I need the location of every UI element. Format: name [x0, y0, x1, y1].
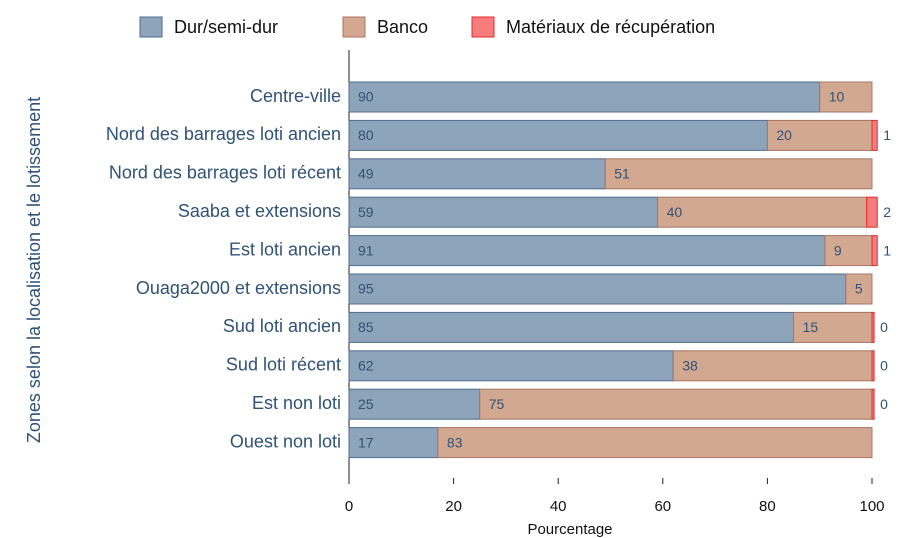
- bar-segment: [657, 196, 868, 228]
- x-axis-label: Pourcentage: [527, 521, 612, 538]
- value-label: 62: [358, 358, 374, 374]
- value-label: 59: [358, 204, 374, 220]
- y-tick-label: Nord des barrages loti récent: [109, 163, 341, 183]
- value-label: 95: [358, 281, 374, 297]
- value-label: 0: [880, 396, 888, 412]
- bar-segment: [604, 158, 873, 190]
- y-tick-label: Centre-ville: [250, 86, 341, 106]
- value-label: 91: [358, 242, 374, 258]
- y-axis-label: Zones selon la localisation et le lotiss…: [24, 97, 44, 443]
- bar-segment: [824, 235, 873, 267]
- value-label: 9: [834, 242, 842, 258]
- value-label: 20: [776, 127, 792, 143]
- value-label: 40: [667, 204, 683, 220]
- bar-segment: [348, 388, 481, 420]
- x-tick-label: 20: [445, 498, 462, 515]
- value-label: 1: [883, 242, 891, 258]
- bar-segment: [819, 81, 873, 113]
- y-tick-label: Ouaga2000 et extensions: [136, 278, 341, 298]
- value-label: 85: [358, 319, 374, 335]
- value-label: 49: [358, 166, 374, 182]
- value-label: 15: [803, 319, 819, 335]
- x-tick-label: 40: [550, 498, 567, 515]
- value-label: 25: [358, 396, 374, 412]
- bar-segment: [871, 119, 878, 151]
- value-label: 90: [358, 89, 374, 105]
- bar-segment: [348, 350, 674, 382]
- value-label: 80: [358, 127, 374, 143]
- bar-segment: [845, 273, 873, 305]
- bar-segment: [866, 196, 878, 228]
- bar-segment: [871, 311, 875, 343]
- value-label: 38: [682, 358, 698, 374]
- value-label: 83: [447, 434, 463, 450]
- x-tick-label: 60: [654, 498, 671, 515]
- bar-segment: [348, 427, 439, 459]
- legend-label: Dur/semi-dur: [174, 17, 278, 37]
- y-tick-label: Est loti ancien: [229, 239, 341, 259]
- bar-segment: [348, 273, 847, 305]
- bar-segment: [348, 119, 768, 151]
- bar-segment: [479, 388, 873, 420]
- legend-swatch: [342, 16, 366, 38]
- value-label: 2: [883, 204, 891, 220]
- y-tick-label: Nord des barrages loti ancien: [106, 124, 341, 144]
- value-label: 0: [880, 319, 888, 335]
- y-tick-label: Sud loti ancien: [223, 316, 341, 336]
- bar-segment: [672, 350, 873, 382]
- bar-segment: [348, 196, 659, 228]
- bar-segment: [871, 388, 875, 420]
- legend-label: Matériaux de récupération: [506, 17, 715, 37]
- value-label: 51: [614, 166, 630, 182]
- value-label: 5: [855, 281, 863, 297]
- y-tick-label: Sud loti récent: [226, 355, 341, 375]
- x-tick-label: 80: [759, 498, 776, 515]
- bar-segment: [348, 81, 821, 113]
- legend-label: Banco: [377, 17, 428, 37]
- value-label: 0: [880, 358, 888, 374]
- y-tick-label: Ouest non loti: [230, 431, 341, 451]
- value-label: 17: [358, 434, 374, 450]
- bar-segment: [348, 158, 606, 190]
- bar-segment: [793, 311, 873, 343]
- bar-segment: [871, 350, 875, 382]
- value-label: 75: [489, 396, 505, 412]
- bar-segment: [348, 235, 826, 267]
- bar-segment: [871, 235, 878, 267]
- legend-swatch: [139, 16, 163, 38]
- y-tick-label: Est non loti: [252, 393, 341, 413]
- bar-segment: [437, 427, 873, 459]
- bar-segment: [348, 311, 795, 343]
- value-label: 10: [829, 89, 845, 105]
- legend-swatch: [471, 16, 495, 38]
- y-tick-label: Saaba et extensions: [178, 201, 341, 221]
- x-tick-label: 100: [859, 498, 884, 515]
- bar-segment: [766, 119, 873, 151]
- x-tick-label: 0: [345, 498, 353, 515]
- value-label: 1: [883, 127, 891, 143]
